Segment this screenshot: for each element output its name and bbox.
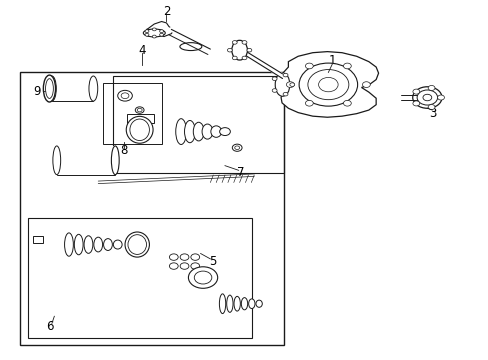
- Ellipse shape: [47, 76, 56, 101]
- Text: 2: 2: [163, 5, 170, 18]
- Bar: [113, 76, 283, 173]
- Circle shape: [159, 33, 163, 36]
- Ellipse shape: [234, 296, 240, 311]
- Ellipse shape: [128, 235, 146, 255]
- Circle shape: [412, 89, 419, 94]
- Text: 3: 3: [428, 107, 435, 120]
- Ellipse shape: [43, 75, 56, 102]
- Bar: [20, 72, 283, 345]
- Circle shape: [427, 104, 434, 109]
- Ellipse shape: [111, 146, 119, 175]
- Circle shape: [152, 35, 156, 38]
- Text: 5: 5: [208, 255, 216, 268]
- Text: 9: 9: [34, 85, 41, 98]
- Ellipse shape: [180, 42, 202, 50]
- Circle shape: [305, 63, 313, 69]
- Circle shape: [232, 41, 237, 44]
- Circle shape: [286, 82, 294, 87]
- Ellipse shape: [184, 121, 195, 143]
- Ellipse shape: [275, 73, 289, 96]
- Ellipse shape: [94, 237, 102, 252]
- Circle shape: [343, 100, 350, 106]
- Circle shape: [190, 263, 199, 269]
- Ellipse shape: [202, 124, 212, 139]
- Ellipse shape: [226, 295, 233, 312]
- Circle shape: [180, 263, 188, 269]
- Circle shape: [194, 271, 211, 284]
- Ellipse shape: [255, 300, 262, 307]
- Ellipse shape: [125, 232, 149, 257]
- Ellipse shape: [103, 239, 112, 251]
- Circle shape: [283, 73, 287, 77]
- Ellipse shape: [64, 233, 73, 256]
- Ellipse shape: [219, 294, 225, 314]
- Ellipse shape: [210, 126, 221, 137]
- Ellipse shape: [118, 90, 132, 101]
- Circle shape: [272, 77, 277, 81]
- Circle shape: [246, 48, 251, 52]
- Text: 7: 7: [236, 166, 244, 179]
- Bar: [127, 114, 154, 123]
- Ellipse shape: [219, 128, 230, 135]
- Circle shape: [343, 63, 350, 69]
- Circle shape: [299, 63, 357, 106]
- Ellipse shape: [143, 29, 165, 37]
- Bar: [52, 76, 93, 101]
- Circle shape: [283, 93, 287, 96]
- Circle shape: [188, 267, 217, 288]
- Circle shape: [232, 56, 237, 60]
- Ellipse shape: [135, 107, 144, 113]
- Text: 8: 8: [120, 144, 127, 157]
- Ellipse shape: [248, 299, 254, 309]
- Ellipse shape: [89, 76, 98, 101]
- Circle shape: [362, 82, 369, 87]
- Circle shape: [242, 41, 246, 44]
- Ellipse shape: [234, 146, 239, 149]
- Circle shape: [289, 83, 294, 86]
- Circle shape: [190, 254, 199, 260]
- Ellipse shape: [45, 79, 53, 98]
- Text: 6: 6: [45, 320, 53, 333]
- Ellipse shape: [241, 298, 247, 310]
- Ellipse shape: [113, 240, 122, 249]
- Bar: [33, 235, 43, 243]
- Circle shape: [227, 48, 232, 52]
- Circle shape: [169, 263, 178, 269]
- Circle shape: [180, 254, 188, 260]
- Ellipse shape: [53, 146, 61, 175]
- Ellipse shape: [137, 108, 142, 112]
- Circle shape: [242, 56, 246, 60]
- Ellipse shape: [231, 40, 247, 60]
- Circle shape: [159, 30, 163, 33]
- Circle shape: [152, 28, 156, 31]
- Circle shape: [272, 89, 277, 92]
- Circle shape: [427, 85, 434, 90]
- Ellipse shape: [193, 122, 203, 141]
- Circle shape: [145, 33, 149, 36]
- Ellipse shape: [175, 119, 186, 144]
- Text: 1: 1: [328, 54, 335, 67]
- Ellipse shape: [416, 90, 437, 105]
- Ellipse shape: [130, 119, 149, 140]
- Circle shape: [307, 69, 348, 100]
- Ellipse shape: [84, 236, 93, 253]
- Ellipse shape: [74, 234, 83, 255]
- Ellipse shape: [412, 87, 441, 108]
- Circle shape: [318, 77, 337, 92]
- Bar: [103, 83, 161, 144]
- Circle shape: [145, 30, 149, 33]
- Polygon shape: [281, 51, 378, 117]
- Circle shape: [169, 254, 178, 260]
- Text: 4: 4: [138, 44, 145, 57]
- Circle shape: [412, 101, 419, 106]
- Ellipse shape: [422, 94, 431, 101]
- Bar: [57, 146, 115, 175]
- Ellipse shape: [121, 93, 129, 99]
- Bar: [27, 218, 251, 338]
- Circle shape: [437, 95, 444, 100]
- Ellipse shape: [126, 116, 153, 143]
- Ellipse shape: [232, 144, 242, 151]
- Circle shape: [305, 100, 313, 106]
